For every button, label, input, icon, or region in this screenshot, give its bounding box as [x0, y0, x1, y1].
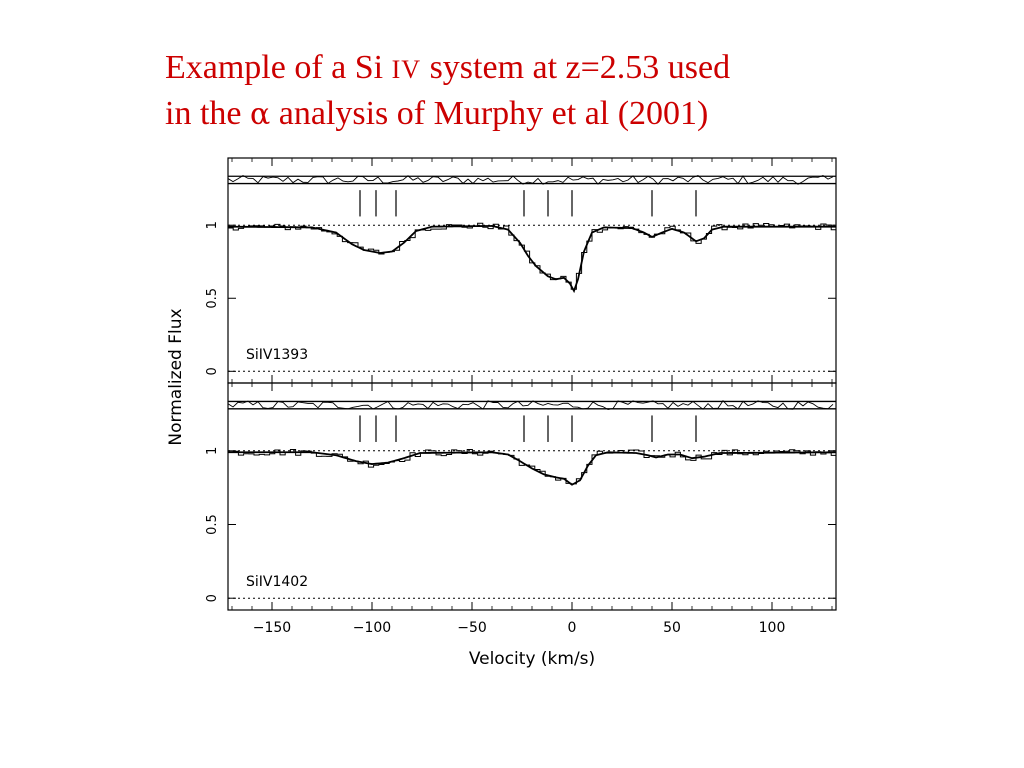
title-line-1: Example of a Si IV system at z=2.53 used [165, 49, 731, 86]
residual-trace [227, 400, 834, 410]
x-axis-label: Velocity (km/s) [469, 649, 595, 669]
x-axis: −150 −100 −50 0 50 100 [253, 620, 786, 636]
transition-label: SiIV1402 [246, 574, 308, 590]
panel-frame [227, 382, 837, 611]
x-tick-label: −50 [457, 620, 487, 636]
x-tick-label: 50 [663, 620, 681, 636]
ion-numeral: IV [391, 55, 422, 84]
title-line-2: in the α analysis of Murphy et al (2001) [165, 95, 709, 132]
panel-frame [227, 157, 837, 384]
x-tick-label: −100 [353, 620, 391, 636]
y-axis-label: Normalized Flux [166, 308, 186, 445]
x-tick-label: −150 [253, 620, 291, 636]
y-tick-label: 0.5 [205, 288, 220, 309]
x-tick-label: 0 [568, 620, 577, 636]
x-tick-label: 100 [759, 620, 786, 636]
model-fit [227, 225, 836, 294]
panel-siiv1402: 0 0.5 1 SiIV1402 [205, 383, 837, 610]
transition-label: SiIV1393 [246, 347, 308, 363]
residual-trace [227, 175, 834, 185]
model-fit [228, 451, 837, 486]
y-tick-label: 0.5 [205, 514, 220, 535]
y-tick-label: 0 [205, 594, 220, 602]
chart-title: Example of a Si IV system at z=2.53 used… [165, 46, 925, 137]
y-tick-label: 1 [205, 221, 220, 229]
data-histogram [228, 222, 836, 290]
y-tick-label: 0 [205, 367, 220, 375]
data-histogram [228, 448, 836, 485]
panel-siiv1393: 0 0.5 1 SiIV1393 [205, 158, 836, 383]
y-tick-label: 1 [205, 447, 220, 455]
alpha-symbol: α [249, 97, 271, 132]
